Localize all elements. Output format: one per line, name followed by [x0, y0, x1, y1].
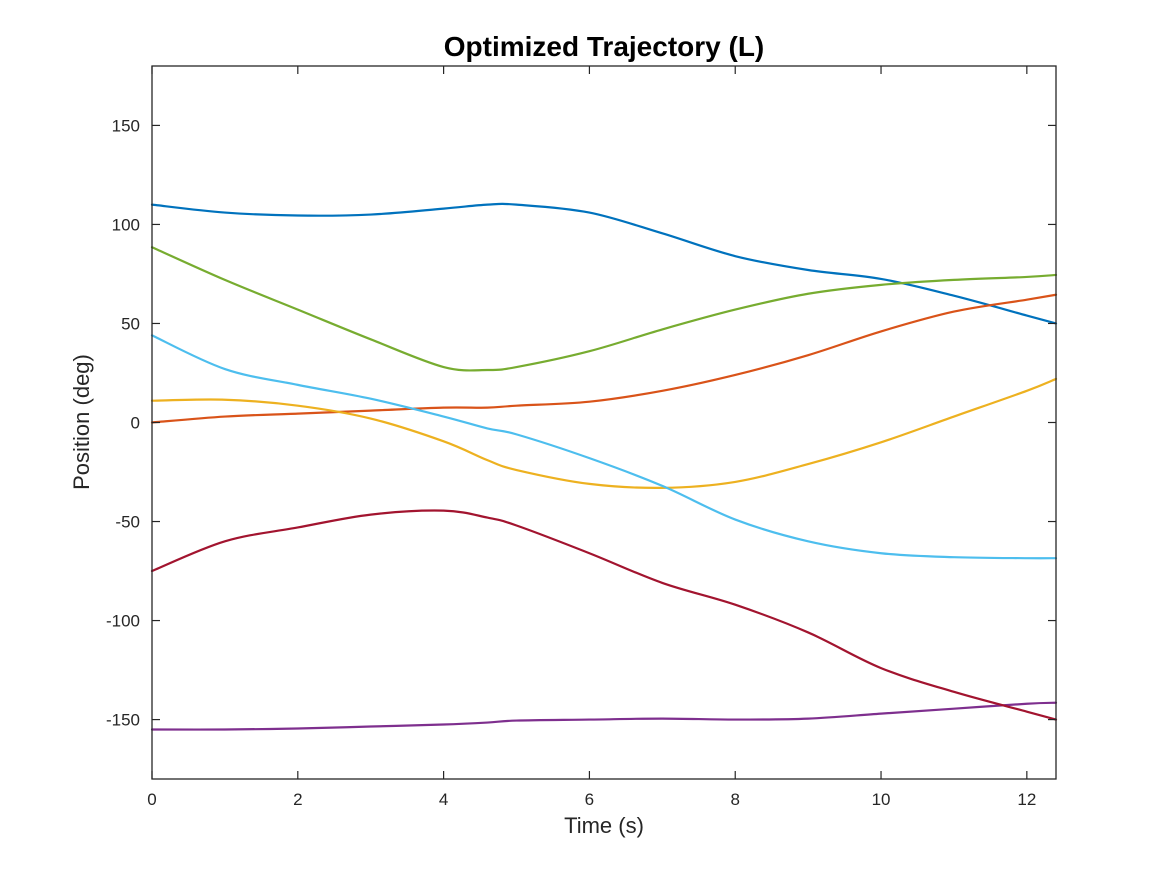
- x-axis-label: Time (s): [564, 813, 644, 838]
- y-tick-label: 150: [112, 116, 140, 135]
- y-tick-label: 50: [121, 314, 140, 333]
- x-tick-label: 8: [730, 790, 739, 809]
- x-tick-label: 12: [1017, 790, 1036, 809]
- x-tick-label: 0: [147, 790, 156, 809]
- x-tick-label: 6: [585, 790, 594, 809]
- series-line-1: [150, 202, 1058, 325]
- y-tick-label: 0: [131, 414, 140, 433]
- y-axis-label: Position (deg): [69, 354, 94, 490]
- y-tick-label: 100: [112, 215, 140, 234]
- x-tick-label: 4: [439, 790, 448, 809]
- series-line-7: [150, 509, 1058, 721]
- tick-layer: 0 2 4 6 8 10 12 -150 -100 -50 0 50 100 150: [106, 66, 1056, 809]
- x-tick-label: 2: [293, 790, 302, 809]
- series-line-4: [150, 701, 1058, 731]
- y-tick-label: -50: [115, 513, 140, 532]
- y-tick-label: -100: [106, 612, 140, 631]
- series-layer: [150, 202, 1058, 731]
- series-line-3: [150, 377, 1058, 490]
- series-line-5: [150, 246, 1058, 372]
- x-tick-label: 10: [872, 790, 891, 809]
- series-line-6: [150, 334, 1058, 560]
- chart-title: Optimized Trajectory (L): [444, 31, 765, 62]
- y-tick-label: -150: [106, 711, 140, 730]
- series-line-2: [150, 293, 1058, 424]
